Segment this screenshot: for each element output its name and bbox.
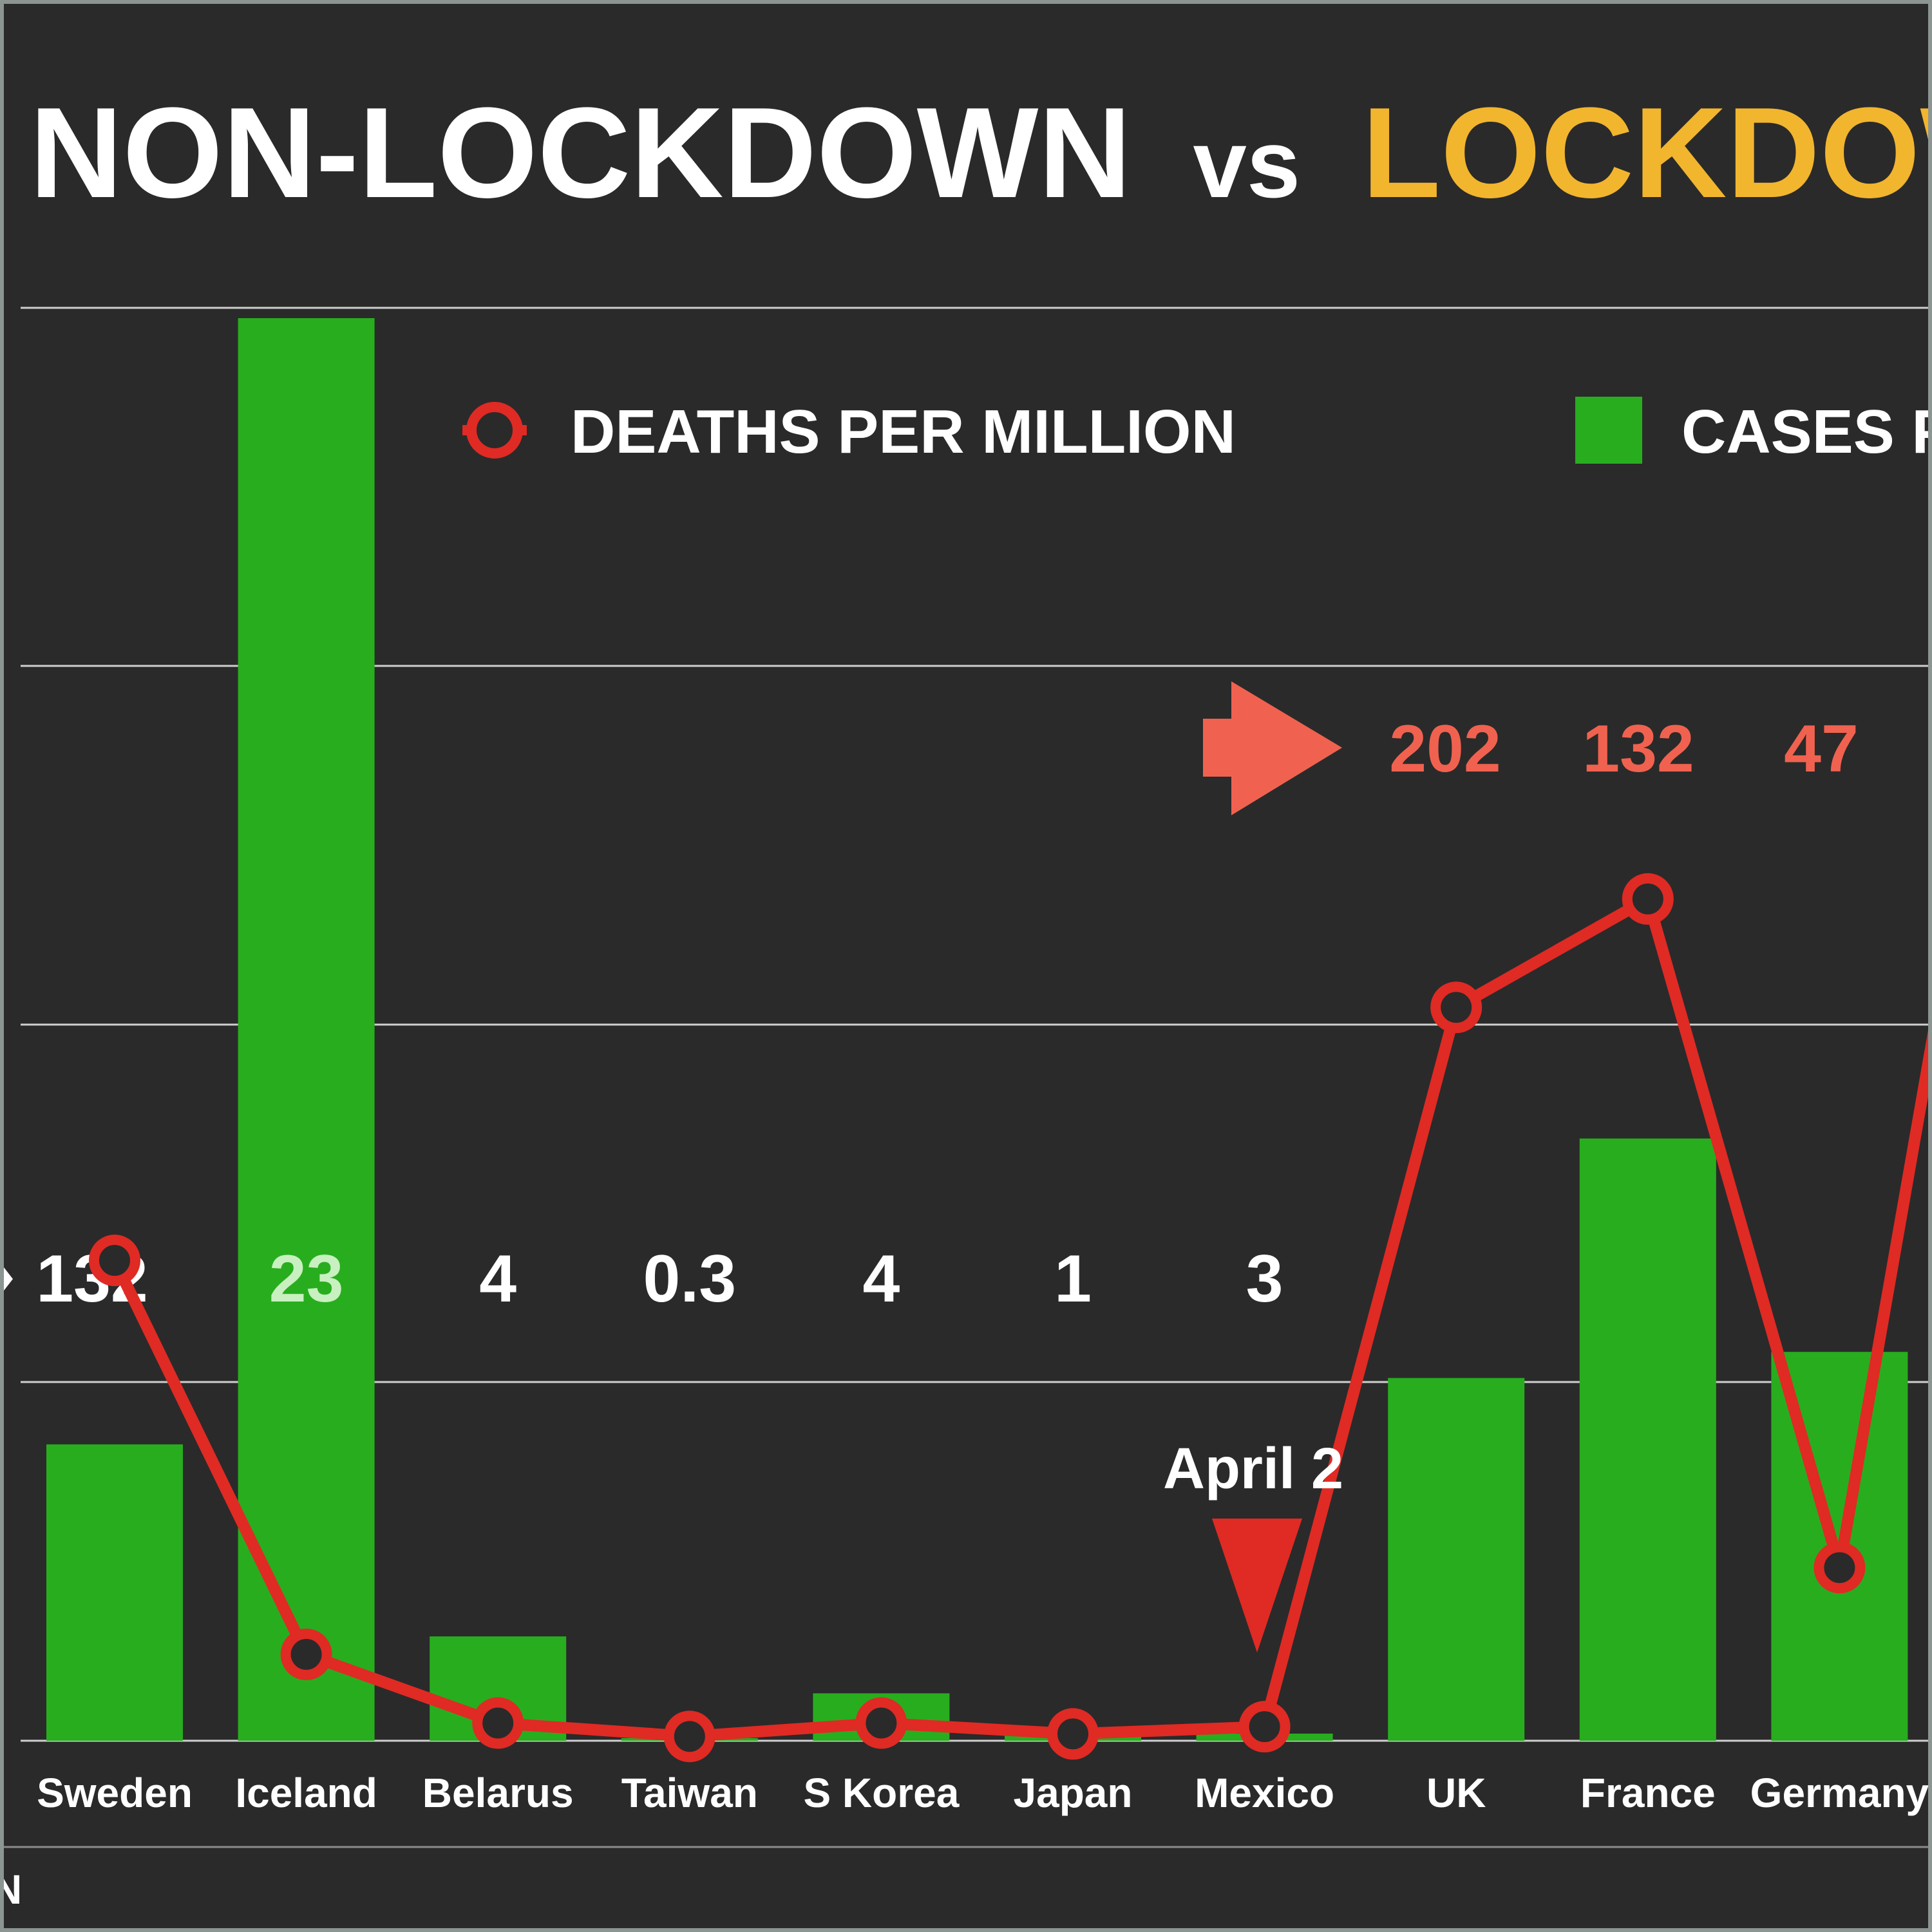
- cases-legend-label: CASES PER MILLION: [1681, 397, 1932, 466]
- april-2-label: April 2: [1163, 1437, 1343, 1501]
- left-arrow-tip-icon: [4, 1267, 13, 1291]
- value-label-iceland: 23: [269, 1242, 344, 1316]
- deaths-point-sweden: [89, 1235, 140, 1287]
- right-arrow-icon: [1203, 681, 1342, 815]
- value-label-belarus: 4: [479, 1242, 516, 1316]
- x-label-s-korea: S Korea: [803, 1770, 959, 1816]
- value-label-s-korea: 4: [862, 1242, 900, 1316]
- title-lockdown: LOCKDOWN: [1362, 81, 1932, 225]
- x-label-japan: Japan: [1014, 1770, 1133, 1816]
- footer-text: N: [4, 1866, 22, 1913]
- lockdown-value-germany: 47: [1784, 712, 1859, 786]
- lockdown-value-france: 132: [1582, 712, 1694, 786]
- cases-bar-iceland: [238, 318, 375, 1741]
- x-label-sweden: Sweden: [37, 1770, 193, 1816]
- chart-title: NON-LOCKDOWN vs LOCKDOWN: [30, 81, 1932, 225]
- cases-bar-france: [1579, 1138, 1716, 1741]
- deaths-legend-label: DEATHS PER MILLION: [571, 397, 1236, 466]
- lockdown-value-uk: 202: [1389, 712, 1501, 786]
- deaths-line-series: [89, 873, 1928, 1763]
- title-non-lockdown: NON-LOCKDOWN: [30, 81, 1132, 225]
- lockdown-values-annotation: 202 132 47: [1203, 681, 1859, 815]
- x-label-taiwan: Taiwan: [621, 1770, 758, 1816]
- cases-bar-sweden: [46, 1444, 183, 1741]
- cases-legend-swatch: [1575, 397, 1642, 464]
- april-annotation: April 2: [1163, 1437, 1343, 1653]
- deaths-point-france: [1622, 873, 1674, 925]
- legend: DEATHS PER MILLION CASES PER MILLION: [462, 397, 1932, 466]
- x-axis-labels: Sweden Iceland Belarus Taiwan S Korea Japan Me…: [37, 1770, 1929, 1816]
- deaths-point-belarus: [472, 1697, 524, 1749]
- value-label-japan: 1: [1054, 1242, 1092, 1316]
- x-label-belarus: Belarus: [422, 1770, 574, 1816]
- top-value-labels: 132 23 4 0.3 4 1 3: [36, 1242, 1283, 1316]
- x-label-iceland: Iceland: [235, 1770, 377, 1816]
- value-label-taiwan: 0.3: [643, 1242, 737, 1316]
- deaths-legend-marker: [466, 402, 523, 459]
- cases-bar-uk: [1388, 1378, 1525, 1741]
- title-vs: vs: [1193, 109, 1300, 218]
- deaths-point-taiwan: [663, 1710, 715, 1763]
- x-label-uk: UK: [1426, 1770, 1486, 1816]
- x-label-germany: Germany: [1750, 1770, 1929, 1816]
- deaths-point-s-korea: [855, 1697, 907, 1749]
- x-label-france: France: [1580, 1770, 1716, 1816]
- deaths-point-uk: [1430, 981, 1482, 1034]
- deaths-point-japan: [1047, 1708, 1099, 1760]
- deaths-point-germany: [1814, 1542, 1866, 1594]
- x-label-mexico: Mexico: [1195, 1770, 1334, 1816]
- down-triangle-marker-icon: [1212, 1519, 1302, 1653]
- chart: NON-LOCKDOWN vs LOCKDOWN DEATHS PER MILL…: [4, 81, 1932, 1913]
- deaths-point-mexico: [1238, 1701, 1291, 1753]
- deaths-point-iceland: [280, 1628, 332, 1680]
- value-label-mexico: 3: [1246, 1242, 1283, 1316]
- cases-bars: [46, 318, 1908, 1741]
